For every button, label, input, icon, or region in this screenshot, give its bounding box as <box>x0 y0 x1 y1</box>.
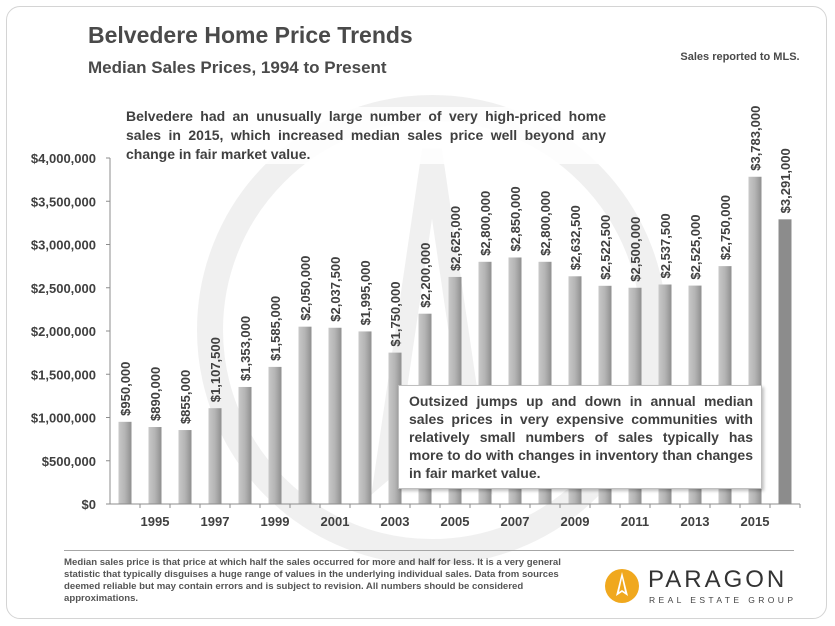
x-tick-label: 2015 <box>741 514 770 529</box>
bar-1998 <box>238 386 252 504</box>
bar-2002 <box>358 331 372 504</box>
chart-subtitle: Median Sales Prices, 1994 to Present <box>88 58 387 77</box>
data-label-2006: $2,800,000 <box>478 191 493 256</box>
bar-1999 <box>268 366 282 504</box>
y-tick-label: $4,000,000 <box>31 151 96 166</box>
chart-title: Belvedere Home Price Trends <box>88 22 413 48</box>
bar-2016 <box>778 219 792 505</box>
data-label-2015: $3,783,000 <box>748 106 763 171</box>
data-label-1998: $1,353,000 <box>238 316 253 381</box>
y-tick-label: $0 <box>82 497 96 512</box>
x-tick-label: 2007 <box>501 514 530 529</box>
x-tick-label: 1999 <box>261 514 290 529</box>
data-label-1996: $855,000 <box>178 370 193 424</box>
data-label-2002: $1,995,000 <box>358 260 373 325</box>
x-tick-label: 1997 <box>201 514 230 529</box>
data-label-2004: $2,200,000 <box>418 243 433 308</box>
data-label-1995: $890,000 <box>148 367 163 421</box>
y-tick-label: $500,000 <box>42 454 96 469</box>
data-label-2012: $2,537,500 <box>658 213 673 278</box>
x-tick-label: 2013 <box>681 514 710 529</box>
bar-1995 <box>148 427 162 504</box>
data-label-1997: $1,107,500 <box>208 337 223 402</box>
data-label-2000: $2,050,000 <box>298 256 313 321</box>
data-label-1999: $1,585,000 <box>268 296 283 361</box>
logo-wordmark: PARAGON <box>648 566 788 593</box>
data-label-2010: $2,522,500 <box>598 215 613 280</box>
x-tick-label: 2003 <box>381 514 410 529</box>
logo-tagline: REAL ESTATE GROUP <box>649 595 797 605</box>
footnote: Median sales price is that price at whic… <box>64 557 561 604</box>
footer-divider <box>64 550 794 551</box>
data-label-2009: $2,632,500 <box>568 205 583 270</box>
y-tick-label: $3,500,000 <box>31 194 96 209</box>
annotation-box-inventory: Outsized jumps up and down in annual med… <box>398 385 762 489</box>
x-tick-label: 2001 <box>321 514 350 529</box>
y-tick-label: $1,000,000 <box>31 411 96 426</box>
data-label-2013: $2,525,000 <box>688 215 703 280</box>
bar-1994 <box>118 421 132 504</box>
y-tick-label: $2,500,000 <box>31 281 96 296</box>
x-tick-label: 2005 <box>441 514 470 529</box>
data-label-2005: $2,625,000 <box>448 206 463 271</box>
bar-1997 <box>208 408 222 504</box>
y-tick-label: $1,500,000 <box>31 367 96 382</box>
data-label-2016: $3,291,000 <box>778 148 793 213</box>
x-tick-label: 2011 <box>621 514 649 529</box>
bar-1996 <box>178 430 192 504</box>
x-tick-label: 1995 <box>141 514 170 529</box>
bar-2001 <box>328 327 342 504</box>
sales-reported-note: Sales reported to MLS. <box>680 51 800 63</box>
data-label-2014: $2,750,000 <box>718 195 733 260</box>
data-label-2007: $2,850,000 <box>508 186 523 251</box>
data-label-2011: $2,500,000 <box>628 217 643 282</box>
data-label-2001: $2,037,500 <box>328 257 343 322</box>
annotation-2015-spike: Belvedere had an unusually large number … <box>126 107 606 164</box>
data-label-1994: $950,000 <box>118 362 133 416</box>
y-tick-label: $2,000,000 <box>31 324 96 339</box>
data-label-2008: $2,800,000 <box>538 191 553 256</box>
x-tick-label: 2009 <box>561 514 590 529</box>
paragon-flame-logo-icon <box>605 569 639 603</box>
data-label-2003: $1,750,000 <box>388 282 403 347</box>
bar-2000 <box>298 326 312 504</box>
y-tick-label: $3,000,000 <box>31 238 96 253</box>
